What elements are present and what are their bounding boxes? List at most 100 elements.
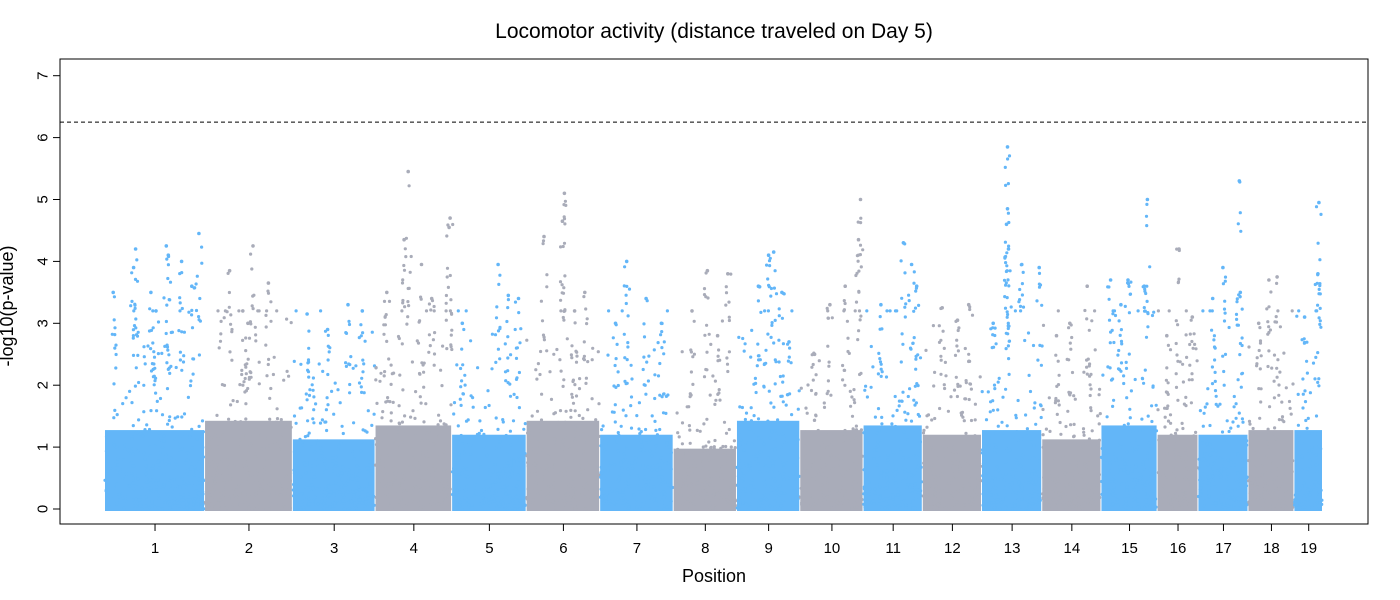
snp-point: [901, 466, 905, 470]
snp-point: [1315, 484, 1319, 488]
snp-point: [743, 342, 747, 346]
snp-point: [822, 440, 826, 444]
snp-point: [434, 468, 438, 472]
snp-point: [820, 501, 825, 505]
snp-point: [1007, 154, 1012, 158]
snp-point: [240, 372, 244, 377]
snp-point: [904, 418, 908, 422]
snp-point: [219, 332, 223, 336]
snp-point: [457, 437, 461, 441]
snp-point: [312, 475, 317, 479]
snp-point: [288, 491, 292, 496]
snp-point: [243, 376, 247, 381]
peak-point: [1037, 265, 1041, 270]
snp-point: [701, 489, 705, 493]
snp-point: [1140, 506, 1144, 510]
snp-point: [346, 479, 350, 483]
snp-point: [794, 431, 798, 436]
snp-point: [987, 502, 991, 506]
snp-point: [776, 418, 780, 422]
snp-point: [341, 493, 345, 497]
snp-point: [772, 426, 776, 431]
snp-point: [917, 303, 921, 307]
snp-point: [1014, 490, 1018, 494]
snp-point: [717, 464, 722, 468]
snp-point: [228, 479, 232, 483]
snp-point: [794, 479, 798, 483]
snp-point: [570, 395, 575, 399]
snp-point: [1040, 344, 1044, 348]
snp-point: [1126, 281, 1130, 285]
snp-point: [216, 445, 221, 449]
snp-point: [504, 379, 508, 383]
snp-point: [740, 468, 744, 472]
snp-point: [149, 490, 153, 495]
snp-point: [197, 353, 201, 357]
snp-point: [891, 462, 895, 466]
snp-point: [438, 453, 442, 457]
snp-point: [855, 466, 859, 470]
snp-point: [638, 448, 642, 452]
snp-point: [147, 427, 152, 432]
snp-point: [1107, 318, 1112, 322]
snp-point: [1133, 491, 1137, 495]
snp-point: [449, 333, 453, 337]
snp-point: [784, 403, 788, 407]
snp-point: [611, 480, 615, 484]
snp-point: [250, 461, 254, 465]
snp-point: [788, 392, 792, 396]
snp-point: [386, 503, 390, 507]
snp-point: [1146, 312, 1150, 316]
snp-point: [396, 500, 400, 504]
snp-point: [138, 432, 143, 436]
snp-point: [1206, 475, 1210, 479]
snp-point: [510, 506, 514, 510]
snp-point: [536, 362, 541, 366]
snp-point: [752, 430, 756, 434]
snp-point: [1081, 498, 1085, 502]
snp-point: [162, 439, 166, 443]
snp-point: [1070, 335, 1074, 340]
snp-point: [579, 473, 584, 477]
snp-point: [1223, 352, 1228, 356]
snp-point: [336, 447, 340, 451]
snp-point: [717, 348, 721, 352]
snp-point: [177, 329, 181, 333]
snp-point: [164, 455, 168, 460]
snp-point: [686, 500, 690, 504]
snp-point: [860, 454, 864, 458]
snp-point: [770, 321, 774, 325]
snp-point: [192, 499, 196, 503]
snp-point: [311, 417, 315, 421]
snp-point: [241, 479, 245, 483]
snp-point: [1053, 486, 1057, 490]
snp-point: [818, 497, 822, 502]
snp-point: [272, 503, 276, 507]
snp-point: [506, 306, 510, 310]
snp-point: [571, 485, 575, 490]
snp-point: [669, 451, 673, 455]
snp-point: [1107, 492, 1111, 496]
snp-point: [945, 484, 949, 488]
snp-point: [312, 408, 316, 412]
snp-point: [582, 295, 586, 299]
snp-point: [440, 384, 444, 388]
peak-point: [780, 290, 784, 295]
snp-point: [579, 470, 584, 474]
snp-point: [1221, 485, 1225, 489]
snp-point: [232, 464, 236, 468]
snp-point: [1277, 487, 1281, 491]
snp-point: [737, 459, 742, 463]
snp-point: [947, 506, 951, 510]
snp-point: [879, 477, 883, 481]
snp-point: [129, 461, 134, 465]
snp-point: [1223, 279, 1227, 283]
snp-point: [207, 482, 211, 486]
snp-point: [319, 451, 324, 455]
snp-point: [374, 443, 379, 447]
snp-point: [248, 444, 252, 448]
snp-point: [901, 390, 905, 394]
snp-point: [679, 494, 683, 498]
snp-point: [649, 492, 653, 496]
snp-point: [749, 419, 754, 423]
